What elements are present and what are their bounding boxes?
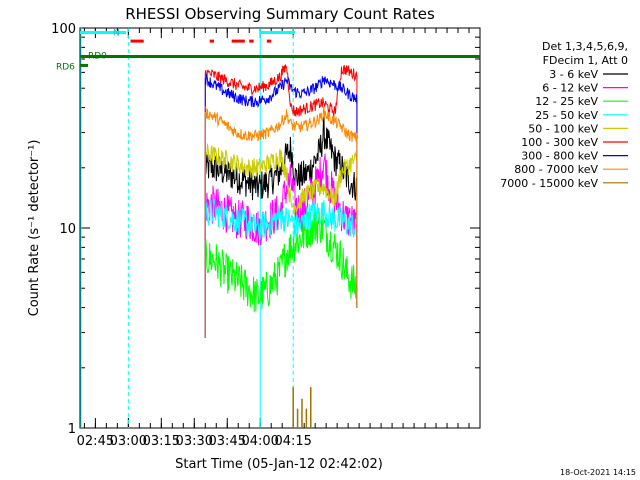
chart-title: RHESSI Observing Summary Count Rates (125, 5, 435, 23)
y-axis: 1 10 100 (51, 22, 480, 437)
series-trace (204, 74, 358, 109)
legend-label: 800 - 7000 keV (514, 163, 598, 176)
legend-item: 25 - 50 keV (535, 109, 628, 122)
series-layer (204, 64, 358, 428)
x-tick-label: 03:30 (176, 434, 213, 449)
legend-item: 800 - 7000 keV (514, 163, 628, 176)
plot-area: 1 10 100 02:4503:0003:1503:3003:4504:0004:… (51, 22, 481, 449)
annotation-rd0: RD0 (88, 52, 107, 62)
y-tick-label: 1 (68, 422, 76, 437)
series-800to7000kev (204, 106, 358, 338)
y-axis-label: Count Rate (s⁻¹ detector⁻¹) (27, 140, 42, 317)
legend-label: 3 - 6 keV (549, 68, 598, 81)
legend-label: 100 - 300 keV (521, 136, 598, 149)
y-tick-label: 100 (51, 22, 76, 37)
series-7000to15000kev (292, 387, 312, 428)
x-tick-label: 03:15 (143, 434, 180, 449)
legend-label: 12 - 25 keV (535, 95, 598, 108)
plot-frame (79, 27, 481, 429)
x-tick-label: 03:45 (209, 434, 246, 449)
x-tick-label: 04:15 (274, 434, 311, 449)
series-trace (204, 143, 358, 215)
legend-item: 100 - 300 keV (521, 136, 628, 149)
legend-label: 300 - 800 keV (521, 150, 598, 163)
legend-item: 7000 - 15000 keV (500, 177, 628, 190)
legend-item: 50 - 100 keV (528, 122, 628, 135)
legend-item: 300 - 800 keV (521, 150, 628, 163)
legend-header-line2: FDecim 1, Att 0 (543, 54, 628, 67)
series-trace (204, 199, 358, 240)
footer-date: 18-Oct-2021 14:15 (560, 468, 636, 477)
annotation-n: N (113, 28, 120, 38)
series-trace (204, 106, 358, 143)
series-trace (204, 209, 358, 313)
annotation-rd6: RD6 (56, 62, 75, 72)
legend-label: 50 - 100 keV (528, 122, 598, 135)
legend-item: 3 - 6 keV (549, 68, 628, 81)
legend-label: 25 - 50 keV (535, 109, 598, 122)
series-trace (204, 153, 358, 248)
legend-header-line1: Det 1,3,4,5,6,9, (542, 40, 628, 53)
series-trace (204, 64, 358, 118)
x-tick-label: 04:00 (241, 434, 278, 449)
x-tick-label: 03:00 (110, 434, 147, 449)
x-tick-label: 02:45 (77, 434, 114, 449)
legend-label: 7000 - 15000 keV (500, 177, 598, 190)
y-tick-label: 10 (59, 222, 76, 237)
legend-item: 12 - 25 keV (535, 95, 628, 108)
x-axis-label: Start Time (05-Jan-12 02:42:02) (175, 457, 383, 472)
legend-item: 6 - 12 keV (542, 82, 628, 95)
legend-label: 6 - 12 keV (542, 82, 598, 95)
legend: Det 1,3,4,5,6,9, FDecim 1, Att 0 3 - 6 k… (500, 40, 628, 190)
